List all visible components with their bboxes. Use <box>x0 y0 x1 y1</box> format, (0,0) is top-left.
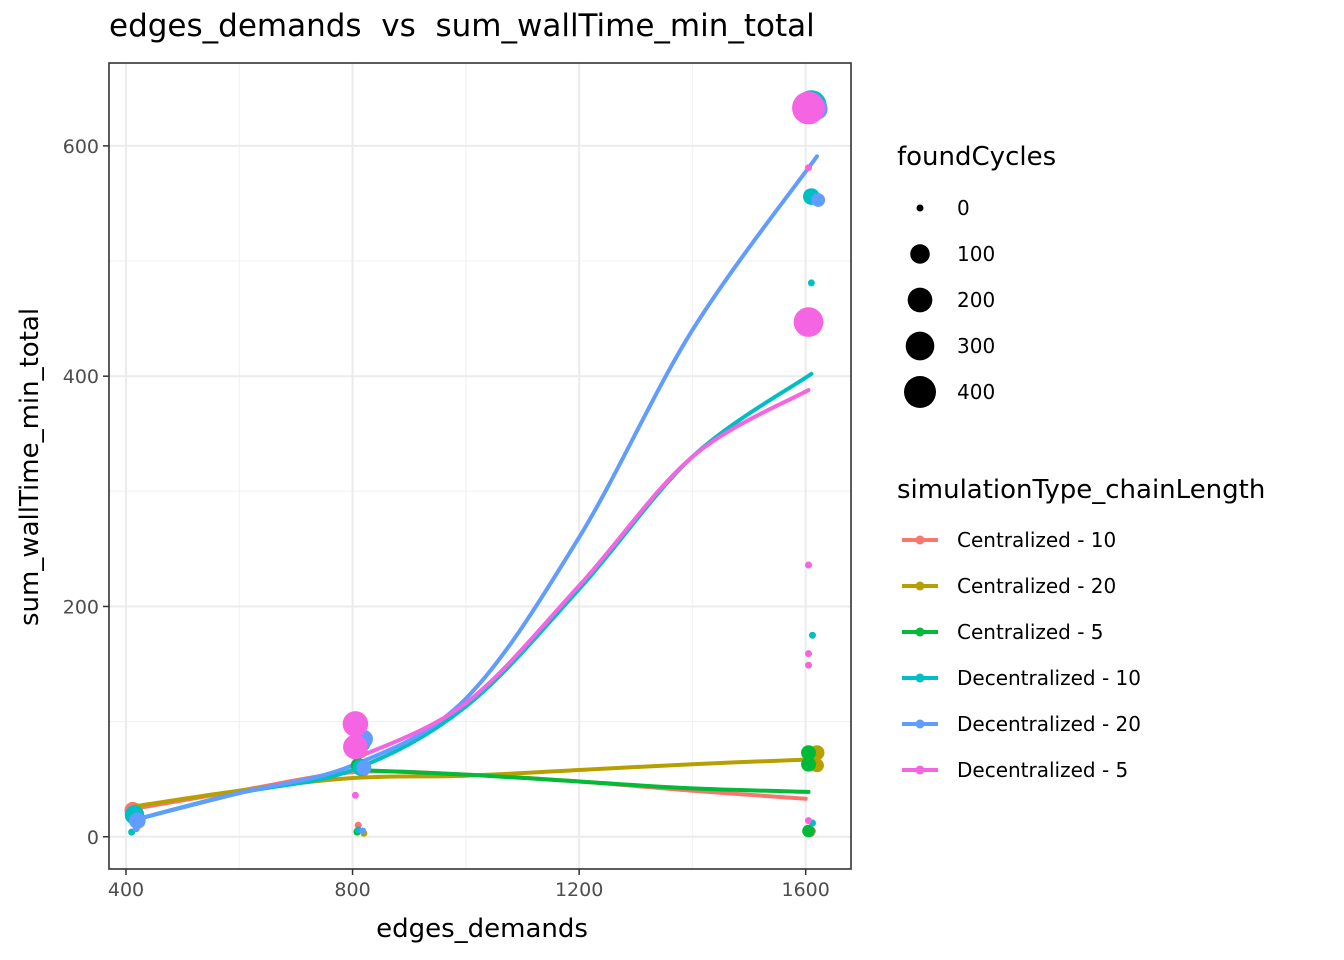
smooth-line <box>129 154 819 823</box>
size-legend-key <box>910 244 930 264</box>
plot-panel-border <box>108 62 852 870</box>
y-tick-label: 0 <box>87 827 99 849</box>
data-point <box>132 825 140 833</box>
data-point <box>342 711 369 737</box>
data-point <box>356 760 372 776</box>
x-tick-label: 800 <box>334 879 370 901</box>
data-point <box>128 812 146 829</box>
data-point <box>807 279 815 287</box>
size-legend-label: 100 <box>957 242 995 266</box>
color-legend-label: Decentralized - 5 <box>957 758 1128 782</box>
size-legend-key <box>907 287 933 313</box>
data-point <box>792 91 825 125</box>
x-axis-title: edges_demands <box>376 914 588 944</box>
color-legend-label: Centralized - 20 <box>957 574 1116 598</box>
color-legend-label: Centralized - 5 <box>957 620 1104 644</box>
size-legend-label: 300 <box>957 334 995 358</box>
color-legend-label: Decentralized - 10 <box>957 666 1141 690</box>
color-legend-dot <box>915 765 925 775</box>
data-point <box>802 824 815 838</box>
size-legend-label: 200 <box>957 288 995 312</box>
color-legend-label: Decentralized - 20 <box>957 712 1141 736</box>
chart-title: edges_demands vs sum_wallTime_min_total <box>109 8 815 44</box>
data-point <box>343 734 368 760</box>
x-tick-label: 1600 <box>782 879 830 901</box>
y-axis-title: sum_wallTime_min_total <box>15 308 45 626</box>
data-point <box>805 817 813 825</box>
minor-gridlines <box>109 63 851 869</box>
data-point <box>801 745 816 761</box>
x-tick-label: 400 <box>108 879 144 901</box>
y-tick-label: 400 <box>63 366 99 388</box>
data-point <box>805 661 813 669</box>
y-tick-label: 200 <box>63 596 99 618</box>
smooth-line <box>129 371 814 823</box>
color-legend-dot <box>915 719 925 729</box>
data-point <box>808 631 816 639</box>
y-axis-ticks: 0 200 400 600 <box>63 136 109 849</box>
smooth-lines <box>129 154 819 823</box>
data-point <box>793 307 824 337</box>
data-points <box>124 90 828 838</box>
y-tick-label: 600 <box>63 136 99 158</box>
x-axis-ticks: 400 800 1200 1600 <box>108 869 830 901</box>
size-legend-label: 0 <box>957 196 970 220</box>
size-legend: 0 100 200 300 400 <box>904 196 995 408</box>
color-legend-dot <box>915 627 925 637</box>
color-legend-title: simulationType_chainLength <box>897 475 1265 505</box>
size-legend-key <box>916 204 924 212</box>
size-legend-key <box>905 331 935 361</box>
data-point <box>801 756 816 772</box>
data-point <box>805 650 813 658</box>
smooth-line <box>129 757 808 809</box>
data-point <box>359 827 367 835</box>
smooth-line <box>353 768 811 794</box>
color-legend: Centralized - 10 Centralized - 20 Centrali… <box>902 528 1141 782</box>
data-point <box>351 791 359 799</box>
color-legend-dot <box>915 673 925 683</box>
size-legend-title: foundCycles <box>897 142 1056 172</box>
major-gridlines <box>109 63 851 869</box>
size-legend-label: 400 <box>957 380 995 404</box>
x-tick-label: 1200 <box>555 879 603 901</box>
data-point <box>805 561 813 569</box>
color-legend-dot <box>915 581 925 591</box>
data-point <box>805 164 813 172</box>
data-point <box>811 193 826 207</box>
size-legend-key <box>904 376 936 408</box>
smooth-line <box>353 388 811 761</box>
color-legend-dot <box>915 535 925 545</box>
color-legend-label: Centralized - 10 <box>957 528 1116 552</box>
